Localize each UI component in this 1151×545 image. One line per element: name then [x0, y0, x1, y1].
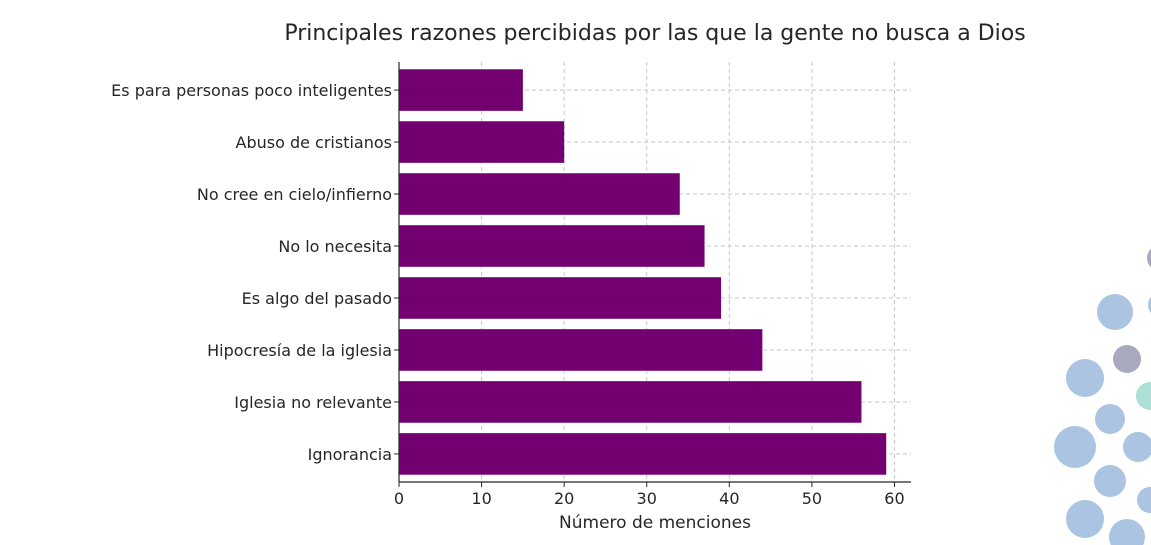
x-tick-label: 40 [719, 489, 739, 508]
decorative-dot [1094, 465, 1126, 497]
decorative-dot [1136, 382, 1151, 410]
decorative-dot [1066, 359, 1104, 397]
decorative-dot [1054, 426, 1096, 468]
x-tick-label: 20 [554, 489, 574, 508]
decorative-dot [1123, 432, 1151, 462]
bar [399, 381, 862, 423]
x-axis-label: Número de menciones [559, 513, 751, 533]
decorative-dot [1109, 519, 1145, 545]
bar [399, 173, 680, 215]
y-tick-label: Hipocresía de la iglesia [207, 341, 392, 360]
y-tick-label: Ignorancia [308, 445, 392, 464]
decorative-dot [1095, 404, 1125, 434]
decorative-dots [1054, 248, 1151, 545]
bar [399, 329, 763, 371]
x-tick-label: 50 [802, 489, 822, 508]
y-tick-label: Es algo del pasado [242, 289, 392, 308]
x-tick-label: 60 [884, 489, 904, 508]
decorative-dot [1137, 487, 1151, 513]
x-tick-label: 0 [394, 489, 404, 508]
bar [399, 277, 722, 319]
x-tick-label: 30 [637, 489, 657, 508]
decorative-dot [1147, 248, 1151, 268]
y-tick-label: No cree en cielo/infierno [197, 185, 392, 204]
y-tick-label: Es para personas poco inteligentes [111, 81, 392, 100]
bar [399, 225, 705, 267]
y-tick-label: No lo necesita [278, 237, 392, 256]
decorative-dot [1148, 297, 1151, 313]
x-tick-label: 10 [471, 489, 491, 508]
y-tick-label: Abuso de cristianos [236, 133, 392, 152]
bar [399, 121, 565, 163]
decorative-dot [1097, 294, 1133, 330]
decorative-dot [1113, 345, 1141, 373]
bar [399, 69, 523, 111]
decorative-dot [1066, 500, 1104, 538]
y-tick-label: Iglesia no relevante [234, 393, 392, 412]
bar [399, 433, 887, 475]
chart-title: Principales razones percibidas por las q… [284, 21, 1025, 46]
